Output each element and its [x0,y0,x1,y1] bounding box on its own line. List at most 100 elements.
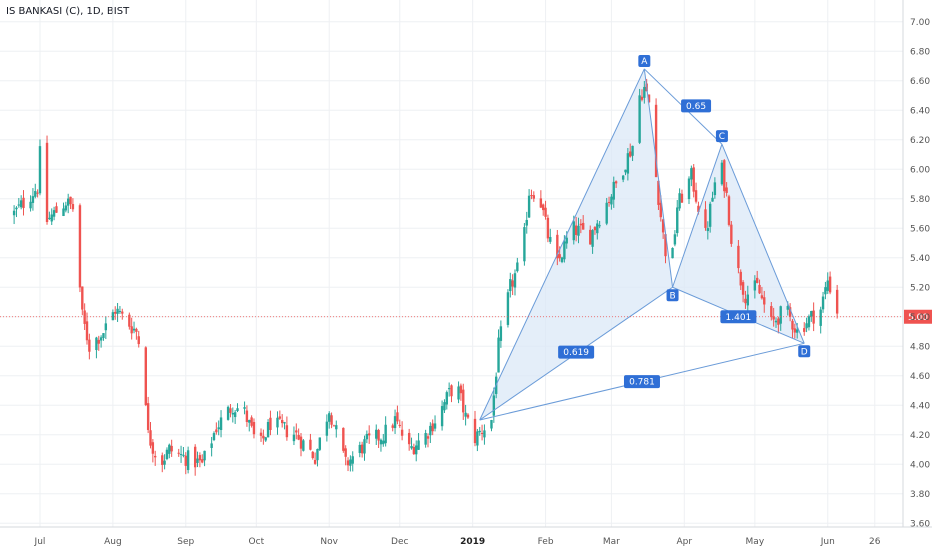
x-tick-label: Oct [249,537,265,547]
candle-body [149,430,152,446]
symbol-interval: 1D [86,6,101,17]
pattern-point-badge [798,345,811,358]
y-tick-label: 3.80 [910,490,930,500]
candle-body [52,210,56,217]
ratio-badge [623,375,660,389]
candle-body [525,219,528,226]
candle-body [810,311,813,317]
candle-body [483,430,486,438]
candle-body [657,180,660,205]
candle-body [708,203,712,227]
candle-body [516,262,519,272]
candle-body [184,455,187,466]
candle-body [102,333,105,338]
y-tick-label: 4.40 [910,401,930,411]
candle-body [647,94,651,103]
candle-body [774,320,778,323]
candle-body [826,280,829,291]
x-tick-label: 26 [869,537,881,547]
candle-body [302,440,305,451]
candle-body [433,423,437,429]
price-axis[interactable]: 7.00 6.80 6.60 6.40 6.20 6.00 5.80 5.60 5.40 5.20… [902,0,930,529]
ratio-label: 0.619 [563,348,589,358]
candle-body [219,417,223,431]
candle-body [805,323,808,329]
pattern-point-label: B [669,291,675,301]
candle-body [546,217,550,239]
candle-body [462,389,465,413]
x-tick-label: Apr [677,537,693,547]
candle-body [539,198,543,208]
candle-body [513,273,517,288]
candle-body [50,214,53,222]
candle-body [835,289,839,314]
ratio-badge [558,345,595,359]
candle-body [476,431,479,446]
candle-body [610,196,613,205]
candle-body [412,447,416,455]
candle-body [69,196,72,205]
pattern-point-label: D [801,347,808,357]
candle-body [777,318,780,325]
candle-body [259,432,263,436]
candle-body [753,280,757,291]
candle-body [78,205,82,288]
candle-body [243,407,246,409]
candle-body [612,181,615,200]
candle-body [97,339,100,344]
candle-body [36,192,39,194]
harmonic-pattern-fill [479,68,805,420]
candle-body [146,403,150,430]
candle-body [201,459,204,463]
candle-body [351,456,354,464]
y-tick-label: 6.60 [910,77,930,87]
candle-body [217,427,220,430]
x-tick-label: Feb [538,537,554,547]
candle-body [574,225,578,235]
candle-body [163,460,166,465]
candle-body [379,439,383,445]
candle-body [506,292,510,325]
candle-body [556,234,559,259]
candle-body [560,257,564,262]
y-tick-label: 5.60 [910,224,930,234]
candle-body [779,306,782,324]
price-tag-label: 5.00 [908,313,928,323]
candle-body [824,287,827,295]
candle-body [328,413,331,422]
candle-body [440,406,444,427]
candle-body [19,200,23,208]
time-axis[interactable]: Jul Aug Sep Oct Nov Dec 2019 Feb Mar Apr May Jun 26 [0,526,932,547]
pattern-line-cd [721,143,805,344]
candle-body [654,104,658,178]
candle-body [807,316,811,328]
candle-body [577,225,580,236]
candle-body [579,223,583,226]
candle-body [819,309,822,326]
candle-body [629,151,632,157]
y-tick-label: 3.60 [910,519,930,529]
candle-body [499,326,503,341]
candle-body [177,452,180,454]
candle-body [431,423,434,432]
candle-body [151,442,155,454]
price-tag [904,309,932,324]
candle-body [723,160,726,192]
candle-body [680,193,684,203]
pattern-fill-xab [479,68,673,420]
y-tick-label: 5.80 [910,195,930,205]
candle-body [29,201,32,209]
candle-body [276,417,279,428]
candle-body [118,311,122,313]
candle-body [727,196,731,225]
y-tick-label: 5.00 [910,313,930,323]
candle-body [81,286,84,310]
candle-body [168,444,171,454]
candle-body [725,187,728,193]
candle-body [400,429,404,436]
candle-body [137,336,140,345]
candle-body [233,412,237,418]
candle-body [229,408,232,413]
candle-body [248,420,251,423]
